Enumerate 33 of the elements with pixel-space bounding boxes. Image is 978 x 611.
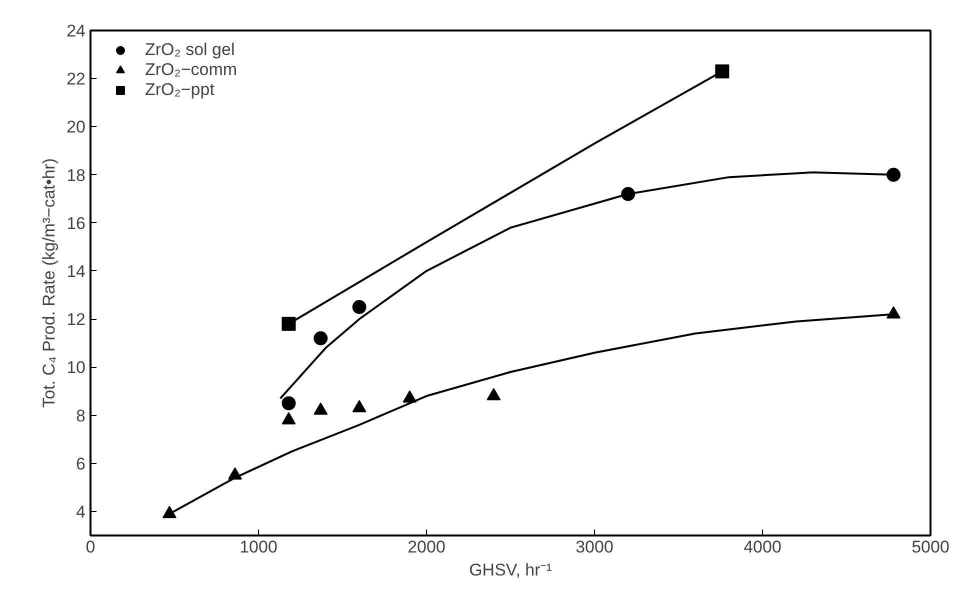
x-tick-label: 4000	[744, 538, 782, 556]
point	[352, 400, 366, 412]
point	[282, 316, 296, 331]
point	[314, 402, 328, 415]
point	[162, 506, 176, 518]
y-tick-label: 12	[66, 310, 86, 330]
point	[282, 396, 296, 410]
y-tick-label: 4	[76, 502, 86, 522]
point	[314, 331, 328, 346]
point	[715, 64, 730, 78]
point	[886, 168, 901, 182]
y-axis-title: Tot. C₄ Prod. Rate (kg/m³−cat•hr)	[40, 158, 59, 408]
y-tick-label: 10	[66, 358, 86, 378]
point	[352, 300, 366, 314]
x-tick-label: 0	[86, 538, 96, 556]
y-tick-label: 24	[66, 22, 86, 40]
y-tick-label: 20	[66, 118, 86, 137]
x-axis-title: GHSV, hr⁻¹	[469, 560, 552, 580]
legend-label: ZrO₂−ppt	[145, 80, 214, 100]
x-tick-label: 2000	[408, 538, 446, 556]
point	[282, 412, 296, 424]
x-tick-label: 3000	[576, 538, 614, 556]
y-tick-label: 14	[66, 262, 86, 281]
point	[486, 388, 501, 400]
y-tick-label: 16	[66, 214, 86, 233]
x-tick-label: 1000	[240, 538, 278, 556]
y-tick-label: 6	[76, 454, 86, 474]
y-tick-label: 22	[66, 70, 86, 89]
legend-label: ZrO₂−comm	[145, 60, 238, 80]
y-tick-label: 18	[66, 166, 86, 185]
y-tick-label: 8	[76, 406, 86, 426]
legend-label: ZrO₂ sol gel	[145, 40, 235, 60]
x-tick-label: 5000	[912, 538, 950, 556]
